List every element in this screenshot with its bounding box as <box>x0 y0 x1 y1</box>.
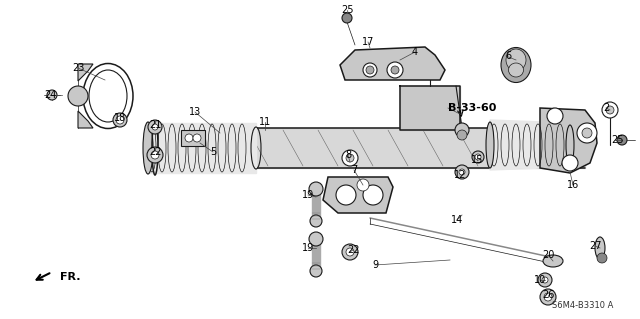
Circle shape <box>597 253 607 263</box>
Circle shape <box>617 135 627 145</box>
Polygon shape <box>540 108 597 173</box>
Text: 19: 19 <box>302 190 314 200</box>
Polygon shape <box>148 123 256 173</box>
Text: 12: 12 <box>454 170 466 180</box>
Text: 4: 4 <box>412 47 418 57</box>
Circle shape <box>366 66 374 74</box>
Circle shape <box>422 58 438 74</box>
Text: 6: 6 <box>505 51 511 61</box>
Text: S6M4-B3310 A: S6M4-B3310 A <box>552 300 613 309</box>
Circle shape <box>363 185 383 205</box>
Circle shape <box>309 182 323 196</box>
Text: 5: 5 <box>210 147 216 157</box>
Ellipse shape <box>506 49 526 71</box>
Text: 13: 13 <box>189 107 201 117</box>
Polygon shape <box>312 243 320 267</box>
Circle shape <box>342 244 358 260</box>
Text: 20: 20 <box>542 250 554 260</box>
Circle shape <box>148 120 162 134</box>
Circle shape <box>542 277 548 283</box>
Text: 15: 15 <box>471 155 483 165</box>
Text: 11: 11 <box>259 117 271 127</box>
Circle shape <box>357 179 369 191</box>
Circle shape <box>116 116 124 124</box>
Ellipse shape <box>566 125 574 165</box>
Circle shape <box>459 169 465 175</box>
Circle shape <box>547 108 563 124</box>
Text: B-33-60: B-33-60 <box>448 103 497 113</box>
Circle shape <box>544 293 552 301</box>
Circle shape <box>147 147 163 163</box>
Text: 22: 22 <box>347 245 359 255</box>
Circle shape <box>363 63 377 77</box>
Polygon shape <box>490 120 570 170</box>
Ellipse shape <box>543 255 563 267</box>
Circle shape <box>602 102 618 118</box>
Text: 14: 14 <box>451 215 463 225</box>
Ellipse shape <box>509 63 524 77</box>
Circle shape <box>582 128 592 138</box>
Text: 18: 18 <box>114 113 126 123</box>
Circle shape <box>346 154 354 162</box>
Text: 2: 2 <box>603 103 609 113</box>
Circle shape <box>346 248 354 256</box>
Circle shape <box>113 113 127 127</box>
Text: 25: 25 <box>611 135 623 145</box>
Circle shape <box>342 13 352 23</box>
Polygon shape <box>312 193 320 217</box>
Circle shape <box>387 62 403 78</box>
Text: 16: 16 <box>567 180 579 190</box>
Circle shape <box>455 123 469 137</box>
Circle shape <box>577 123 597 143</box>
Text: 27: 27 <box>589 241 601 251</box>
Text: 19: 19 <box>302 243 314 253</box>
Circle shape <box>540 289 556 305</box>
Polygon shape <box>78 111 93 128</box>
Polygon shape <box>78 64 93 81</box>
Circle shape <box>152 124 158 130</box>
Text: 9: 9 <box>372 260 378 270</box>
Text: 7: 7 <box>351 165 357 175</box>
Circle shape <box>606 106 614 114</box>
Circle shape <box>342 150 358 166</box>
Polygon shape <box>323 177 393 213</box>
Circle shape <box>47 90 57 100</box>
Text: 21: 21 <box>149 120 161 130</box>
Text: 23: 23 <box>72 63 84 73</box>
Polygon shape <box>400 86 460 130</box>
Text: 24: 24 <box>44 90 56 100</box>
Polygon shape <box>181 130 205 146</box>
Text: 26: 26 <box>542 290 554 300</box>
Circle shape <box>455 165 469 179</box>
Ellipse shape <box>486 122 494 168</box>
Circle shape <box>475 154 481 160</box>
Ellipse shape <box>143 122 153 174</box>
Circle shape <box>472 151 484 163</box>
Text: FR.: FR. <box>60 272 81 282</box>
Circle shape <box>193 134 201 142</box>
Circle shape <box>309 232 323 246</box>
Text: 10: 10 <box>534 275 546 285</box>
Circle shape <box>562 155 578 171</box>
Circle shape <box>391 66 399 74</box>
Circle shape <box>457 130 467 140</box>
Ellipse shape <box>595 237 605 259</box>
Text: 8: 8 <box>345 150 351 160</box>
Polygon shape <box>340 47 445 80</box>
Circle shape <box>336 185 356 205</box>
Text: 17: 17 <box>362 37 374 47</box>
Circle shape <box>185 134 193 142</box>
Text: 22: 22 <box>148 147 161 157</box>
Text: 25: 25 <box>340 5 353 15</box>
Circle shape <box>538 273 552 287</box>
Circle shape <box>310 265 322 277</box>
Circle shape <box>68 86 88 106</box>
Ellipse shape <box>501 48 531 83</box>
Circle shape <box>151 151 159 159</box>
Circle shape <box>310 215 322 227</box>
